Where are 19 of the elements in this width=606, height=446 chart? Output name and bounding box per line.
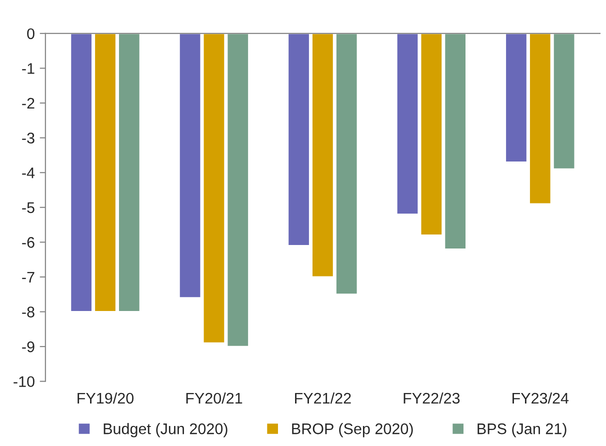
x-tick-label: FY20/21	[186, 392, 242, 404]
y-tick-label: -9	[22, 341, 34, 352]
legend-label: Budget (Jun 2020)	[104, 422, 228, 438]
y-tick-label: -2	[22, 98, 34, 109]
x-tick-label: FY23/24	[512, 392, 569, 404]
y-tick-label: -10	[14, 376, 34, 388]
y-tick-label: -8	[22, 306, 34, 318]
y-tick-label: 0	[27, 28, 34, 40]
legend-label: BPS (Jan 21)	[478, 422, 566, 438]
x-tick-label: FY21/22	[295, 392, 351, 404]
y-tick-label: -1	[22, 63, 34, 74]
legend-label: BROP (Sep 2020)	[292, 422, 413, 438]
y-tick-label: -5	[22, 202, 34, 214]
y-tick-label: -7	[22, 272, 34, 282]
x-tick-label: FY22/23	[404, 392, 460, 404]
y-tick-label: -4	[22, 168, 35, 178]
y-tick-label: -3	[22, 132, 34, 144]
x-tick-label: FY19/20	[78, 392, 134, 404]
y-tick-label: -6	[22, 237, 34, 248]
